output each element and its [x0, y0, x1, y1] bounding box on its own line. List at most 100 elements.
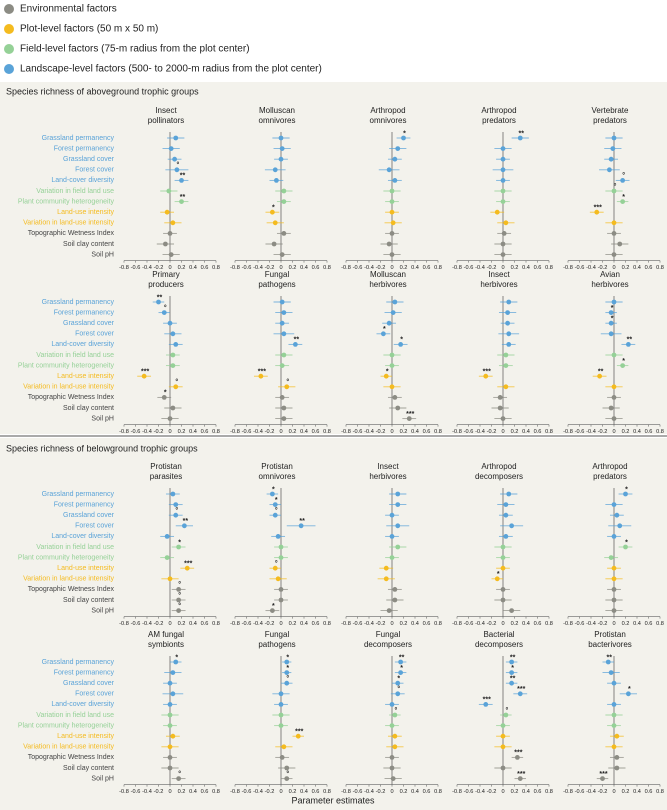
significance-label: * — [611, 305, 614, 312]
significance-label: ° — [275, 507, 278, 515]
estimate-point — [383, 565, 389, 571]
x-tick-label: 0.6 — [201, 621, 209, 627]
estimate-point — [390, 310, 396, 315]
estimate-point — [167, 576, 173, 582]
estimate-point — [181, 523, 187, 529]
estimate-point — [173, 342, 179, 347]
x-tick-label: -0.6 — [242, 789, 252, 795]
factor-label: Land-use intensity — [57, 565, 114, 572]
x-tick-label: -0.8 — [563, 789, 573, 795]
x-tick-label: 0 — [501, 789, 504, 795]
x-tick-label: -0.8 — [119, 789, 129, 795]
estimate-point — [281, 744, 287, 750]
estimate-point — [386, 320, 392, 326]
x-tick-label: 0.4 — [300, 621, 308, 627]
estimate-point — [395, 523, 401, 529]
estimate-point — [500, 723, 506, 728]
estimate-point — [168, 146, 174, 152]
estimate-point — [167, 765, 173, 771]
x-tick-label: 0.2 — [289, 429, 297, 435]
estimate-point — [278, 544, 284, 550]
estimate-point — [514, 755, 520, 760]
estimate-point — [167, 231, 173, 236]
estimate-point — [608, 670, 614, 675]
x-tick-label: -0.6 — [575, 789, 585, 795]
factor-label: Variation in field land use — [36, 352, 114, 359]
estimate-point — [170, 405, 176, 411]
estimate-point — [497, 405, 503, 411]
estimate-point — [623, 544, 628, 550]
estimate-point — [503, 352, 509, 358]
estimate-point — [184, 565, 190, 571]
panel-title: producers — [148, 280, 184, 289]
estimate-point — [279, 363, 285, 368]
significance-label: ° — [286, 675, 289, 683]
x-tick-label: 0.2 — [178, 789, 186, 795]
factor-label: Forest cover — [75, 523, 115, 530]
x-tick-label: -0.8 — [452, 789, 462, 795]
estimate-point — [506, 342, 512, 347]
significance-label: ** — [157, 294, 163, 301]
x-tick-label: 0.8 — [212, 621, 220, 627]
estimate-point — [509, 523, 515, 529]
estimate-point — [500, 565, 506, 571]
estimate-point — [620, 199, 626, 205]
x-tick-label: 0.6 — [534, 621, 542, 627]
x-tick-label: -0.2 — [265, 429, 275, 435]
factor-label: Soil clay content — [63, 597, 114, 604]
estimate-point — [284, 670, 290, 675]
estimate-point — [279, 395, 285, 400]
estimate-point — [605, 659, 611, 665]
x-tick-label: 0.4 — [189, 621, 197, 627]
estimate-point — [167, 320, 173, 326]
estimate-point — [401, 135, 406, 141]
estimate-point — [392, 744, 398, 750]
x-tick-label: -0.8 — [119, 265, 129, 271]
x-tick-label: 0.6 — [423, 789, 431, 795]
factor-label: Plant community heterogeneity — [18, 198, 115, 205]
estimate-point — [279, 755, 285, 760]
estimate-point — [279, 299, 285, 305]
panel-title: Fungal — [265, 630, 290, 639]
x-tick-label: -0.6 — [575, 429, 585, 435]
factor-label: Grassland permanency — [42, 135, 115, 142]
x-tick-label: 0.6 — [645, 789, 653, 795]
estimate-point — [620, 178, 626, 183]
estimate-point — [167, 723, 173, 728]
estimate-point — [275, 576, 281, 582]
x-tick-label: 0.8 — [656, 789, 664, 795]
estimate-point — [509, 670, 515, 675]
estimate-point — [383, 576, 389, 582]
estimate-point — [392, 712, 398, 718]
estimate-point — [611, 744, 617, 750]
x-tick-label: -0.4 — [253, 265, 263, 271]
panel-title: Primary — [152, 270, 180, 279]
estimate-point — [389, 352, 395, 358]
x-tick-label: -0.4 — [142, 621, 152, 627]
x-tick-label: 0.2 — [400, 429, 408, 435]
estimate-point — [383, 373, 389, 379]
legend-label: Environmental factors — [20, 4, 117, 15]
factor-label: Forest cover — [75, 691, 115, 698]
estimate-point — [594, 209, 600, 215]
estimate-point — [611, 587, 617, 592]
factor-label: Soil pH — [91, 607, 114, 614]
estimate-point — [611, 352, 617, 358]
x-tick-label: 0.8 — [212, 265, 220, 271]
factor-label: Variation in field land use — [36, 544, 114, 551]
x-tick-label: 0 — [390, 429, 393, 435]
x-tick-label: 0.6 — [423, 265, 431, 271]
estimate-point — [614, 755, 620, 760]
panel-title: Arthropod — [370, 106, 405, 115]
panel-title: symbionts — [148, 640, 184, 649]
significance-label: * — [625, 539, 628, 546]
panel-title: herbivores — [591, 280, 628, 289]
significance-label: *** — [594, 205, 602, 212]
estimate-point — [272, 502, 278, 507]
estimate-point — [167, 680, 173, 686]
estimate-point — [176, 608, 182, 613]
estimate-point — [281, 416, 287, 421]
estimate-point — [269, 491, 275, 497]
significance-label: ° — [394, 706, 397, 714]
estimate-point — [284, 680, 290, 686]
